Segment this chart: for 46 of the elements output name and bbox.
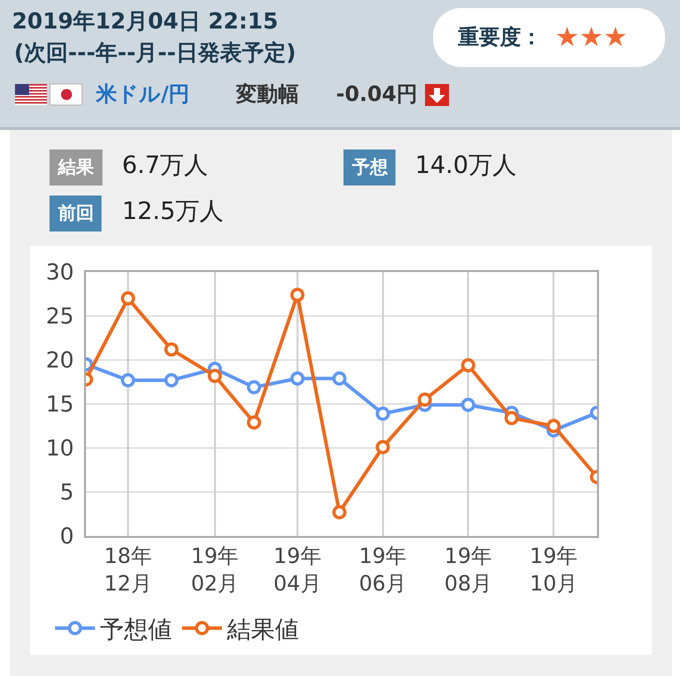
y-tick-label: 10 — [46, 436, 74, 462]
chart-title: 2019年12月04日 22:15 — [12, 10, 278, 35]
y-tick-label: 0 — [60, 524, 74, 550]
text: -0.04円 — [336, 82, 418, 106]
point — [290, 288, 304, 302]
point — [164, 373, 178, 388]
point — [246, 380, 262, 394]
point — [120, 291, 136, 306]
point — [164, 342, 178, 357]
point — [504, 410, 519, 426]
text: 12.5万人 — [122, 197, 224, 225]
point — [376, 406, 390, 421]
point — [546, 418, 561, 434]
x-tick-label: 18年 12月 — [104, 544, 152, 596]
point — [376, 440, 390, 454]
text: 変動幅 — [235, 82, 299, 106]
y-tick-label: 15 — [46, 392, 74, 418]
chart-subtitle: (次回---年--月--日発表予定) — [14, 40, 296, 66]
text: 結果 — [57, 157, 95, 178]
legend-label: 予想値 — [100, 615, 172, 644]
point — [208, 368, 222, 383]
text: 重要度： — [457, 25, 542, 49]
text: ★★★ — [555, 22, 628, 53]
text: 予想 — [351, 157, 388, 178]
text: 前回 — [57, 203, 94, 224]
point — [120, 373, 136, 388]
point — [290, 371, 304, 386]
text: 米ドル/円 — [95, 82, 190, 106]
text: 6.7万人 — [122, 151, 208, 179]
point — [246, 415, 262, 430]
y-tick-label: 30 — [46, 260, 74, 286]
y-tick-label: 5 — [60, 480, 74, 506]
point — [332, 505, 346, 520]
x-tick-label: 19年 04月 — [274, 544, 322, 596]
point — [418, 392, 432, 407]
y-tick-label: 25 — [46, 304, 74, 330]
point — [332, 371, 346, 386]
x-tick-label: 19年 02月 — [190, 544, 239, 596]
point — [461, 358, 476, 372]
x-tick-label: 19年 10月 — [530, 544, 578, 596]
text: 14.0万人 — [415, 151, 516, 179]
legend-label: 結果値 — [226, 615, 299, 644]
x-tick-label: 19年 08月 — [444, 544, 492, 596]
y-tick-label: 20 — [46, 348, 74, 374]
x-tick-label: 19年 06月 — [358, 544, 407, 596]
point — [461, 398, 476, 412]
